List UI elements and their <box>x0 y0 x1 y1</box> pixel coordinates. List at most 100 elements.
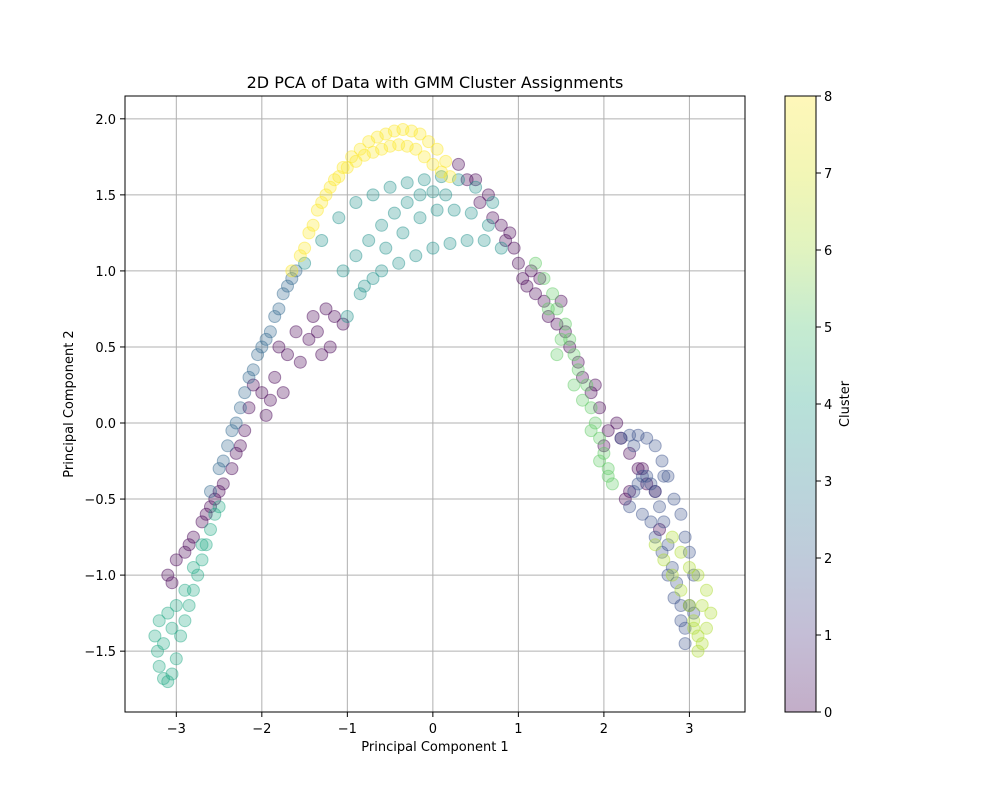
data-point-cluster-5 <box>464 206 478 220</box>
grid-lines <box>125 96 745 712</box>
data-point-cluster-3 <box>242 370 256 384</box>
data-point-cluster-8 <box>430 142 444 156</box>
data-point-cluster-0 <box>584 386 598 400</box>
colorbar-ticks: 0 1 2 3 4 5 6 7 8 <box>816 90 832 721</box>
data-point-cluster-2 <box>648 439 662 453</box>
x-axis-ticks: −3 −2 −1 0 1 2 3 <box>167 712 694 737</box>
data-point-cluster-3 <box>225 424 239 438</box>
data-point-cluster-7 <box>687 621 701 635</box>
data-point-cluster-3 <box>289 264 303 278</box>
data-point-cluster-2 <box>678 621 692 635</box>
data-point-cluster-6 <box>588 416 602 430</box>
data-point-cluster-2 <box>665 561 679 574</box>
data-point-cluster-0 <box>571 355 585 369</box>
y-tick-label: 1.0 <box>95 265 116 280</box>
colorbar-tick-label: 1 <box>824 629 832 644</box>
data-point-cluster-5 <box>392 256 406 270</box>
data-point-cluster-5 <box>165 621 179 635</box>
data-point-cluster-6 <box>554 332 568 346</box>
data-point-cluster-5 <box>362 234 376 247</box>
data-point-cluster-0 <box>242 401 256 415</box>
data-point-cluster-2 <box>667 492 681 506</box>
data-point-cluster-3 <box>229 416 243 430</box>
data-point-cluster-0 <box>289 325 303 339</box>
data-point-cluster-0 <box>507 241 521 255</box>
data-point-cluster-8 <box>285 264 299 278</box>
data-point-cluster-3 <box>246 363 260 377</box>
colorbar-tick-label: 6 <box>824 244 832 259</box>
data-point-cluster-6 <box>558 317 572 331</box>
data-point-cluster-0 <box>302 332 316 346</box>
data-point-cluster-2 <box>655 545 669 559</box>
data-point-cluster-3 <box>216 454 230 468</box>
data-point-cluster-0 <box>614 431 628 445</box>
data-point-cluster-5 <box>332 211 346 225</box>
data-point-cluster-8 <box>306 218 320 232</box>
chart-title: 2D PCA of Data with GMM Cluster Assignme… <box>247 73 624 92</box>
data-point-cluster-5 <box>161 675 175 689</box>
data-point-cluster-0 <box>610 416 624 430</box>
data-point-cluster-0 <box>533 272 547 285</box>
data-point-cluster-0 <box>276 386 290 400</box>
y-axis-ticks: −1.5 −1.0 −0.5 0.0 0.5 1.0 1.5 2.0 <box>84 113 125 660</box>
data-point-cluster-2 <box>640 431 654 445</box>
data-point-cluster-8 <box>328 173 341 187</box>
data-point-cluster-2 <box>674 507 688 521</box>
data-point-cluster-5 <box>430 203 444 217</box>
data-point-cluster-0 <box>640 477 654 491</box>
data-point-cluster-0 <box>178 545 192 559</box>
data-point-cluster-7 <box>691 629 705 643</box>
data-point-cluster-2 <box>635 507 649 521</box>
data-point-cluster-0 <box>631 462 645 476</box>
data-point-cluster-5 <box>357 279 371 293</box>
data-point-cluster-0 <box>499 234 513 247</box>
data-point-cluster-2 <box>687 568 701 582</box>
data-point-cluster-0 <box>511 256 525 270</box>
data-point-cluster-8 <box>396 123 410 136</box>
data-point-cluster-0 <box>460 173 474 187</box>
data-point-cluster-2 <box>631 477 645 491</box>
data-point-cluster-8 <box>315 196 329 209</box>
data-point-cluster-0 <box>494 218 508 232</box>
data-point-cluster-5 <box>340 310 354 323</box>
data-point-cluster-2 <box>667 591 681 605</box>
data-point-cluster-0 <box>576 370 589 384</box>
data-point-cluster-6 <box>529 256 542 270</box>
y-tick-label: −1.0 <box>84 569 116 584</box>
data-point-cluster-5 <box>199 538 213 552</box>
data-point-cluster-0 <box>529 287 542 301</box>
data-point-cluster-5 <box>151 644 164 658</box>
data-point-cluster-0 <box>503 226 517 240</box>
data-point-cluster-2 <box>678 637 692 651</box>
data-point-cluster-0 <box>588 378 602 392</box>
data-point-cluster-6 <box>537 272 551 285</box>
data-point-cluster-7 <box>657 553 671 567</box>
data-point-cluster-5 <box>426 185 440 199</box>
data-point-cluster-0 <box>520 279 534 293</box>
data-point-cluster-5 <box>349 196 363 209</box>
y-tick-label: 0.5 <box>95 341 116 356</box>
data-point-cluster-3 <box>204 485 217 498</box>
data-point-cluster-6 <box>593 454 607 468</box>
data-point-cluster-6 <box>584 401 598 415</box>
data-point-cluster-0 <box>537 294 551 308</box>
data-point-cluster-0 <box>216 477 230 491</box>
x-tick-label: −1 <box>338 722 357 737</box>
data-point-cluster-8 <box>332 170 346 184</box>
x-tick-label: −2 <box>252 722 271 737</box>
data-point-cluster-0 <box>255 386 269 400</box>
data-point-cluster-2 <box>655 454 669 468</box>
data-point-cluster-5 <box>157 672 170 685</box>
data-point-cluster-8 <box>413 127 427 141</box>
data-point-cluster-2 <box>670 576 684 590</box>
data-point-cluster-2 <box>648 485 662 498</box>
data-point-cluster-2 <box>653 500 666 514</box>
data-point-cluster-0 <box>169 553 183 567</box>
data-point-cluster-2 <box>657 515 671 529</box>
data-point-cluster-5 <box>178 614 192 628</box>
data-point-cluster-0 <box>323 340 337 354</box>
data-point-cluster-0 <box>199 507 213 521</box>
data-point-cluster-5 <box>152 659 166 673</box>
data-point-cluster-8 <box>293 249 307 263</box>
data-point-cluster-0 <box>186 530 200 544</box>
